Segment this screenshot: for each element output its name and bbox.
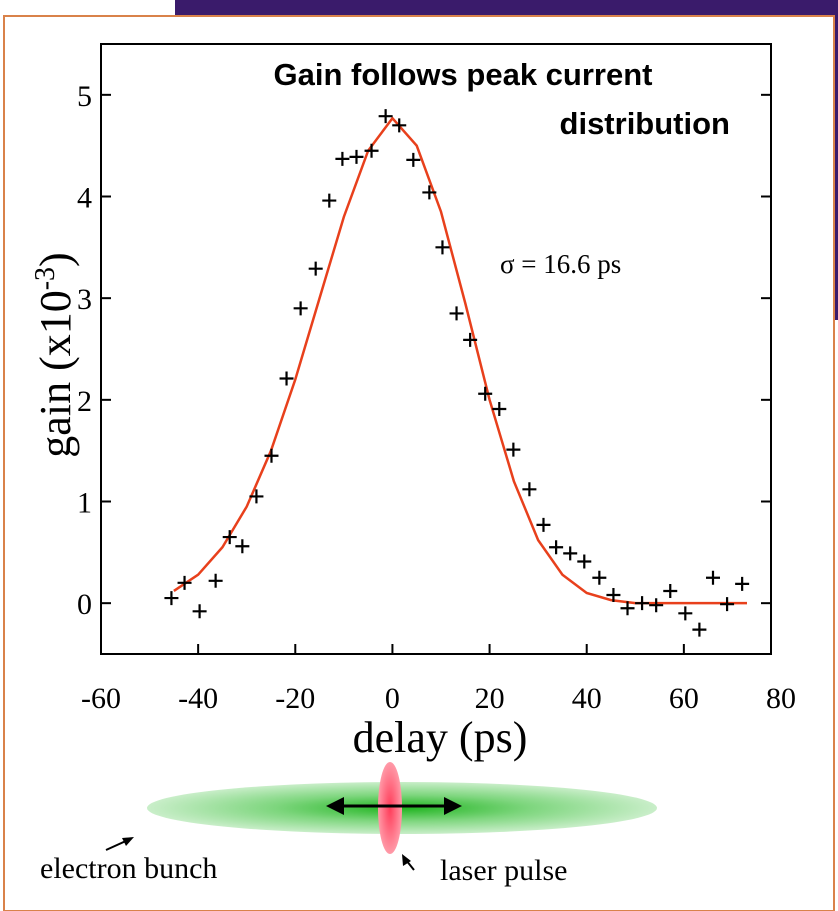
x-tick-label: 60 (669, 682, 699, 715)
x-axis-label: delay (ps) (353, 713, 528, 762)
x-tick-label: 40 (572, 682, 602, 715)
laser-pulse (378, 762, 402, 854)
data-point (208, 573, 223, 588)
delay-arrow (326, 797, 462, 815)
data-point (649, 598, 664, 613)
x-tick-label: 80 (766, 682, 796, 715)
y-label-text: gain (x10 (31, 290, 80, 457)
data-point (164, 591, 179, 606)
y-axis-label: gain (x10-3) (30, 252, 80, 457)
data-point (308, 261, 323, 276)
figure-panel (3, 15, 835, 911)
data-point (506, 442, 521, 457)
y-tick-label: 5 (77, 80, 92, 113)
data-point (692, 622, 707, 637)
data-point (563, 546, 578, 561)
y-label-close: ) (31, 252, 80, 267)
data-point (364, 143, 379, 158)
y-tick-label: 4 (77, 182, 92, 215)
data-point (378, 109, 393, 124)
data-point (522, 482, 537, 497)
data-point (577, 554, 592, 569)
y-label-exponent: -3 (30, 267, 61, 290)
data-point (279, 371, 294, 386)
x-tick-label: 0 (385, 682, 400, 715)
x-tick-label: 20 (475, 682, 505, 715)
plot: -60 -40 -20 0 20 40 60 80 0 1 2 3 4 5 (77, 43, 796, 715)
data-point (706, 570, 720, 585)
data-point (222, 530, 237, 545)
data-point (177, 575, 192, 590)
data-point (192, 604, 207, 619)
data-point (536, 517, 551, 532)
data-point (406, 152, 421, 167)
data-point (635, 596, 650, 611)
data-point (663, 583, 678, 598)
axes-box (100, 43, 772, 655)
data-point (592, 570, 607, 585)
data-point (492, 401, 507, 416)
diagram-label: electron bunch (40, 852, 217, 885)
data-point (335, 151, 350, 166)
x-tick-label: -60 (81, 682, 121, 715)
data-point (463, 332, 478, 347)
data-point (349, 149, 364, 164)
data-point (735, 576, 750, 591)
annotation: σ = 16.6 ps (500, 249, 621, 279)
data-point (249, 489, 264, 504)
data-point (678, 606, 693, 621)
chart-title: Gain follows peak current (274, 57, 653, 92)
data-point (422, 185, 437, 200)
y-tick-label: 1 (77, 487, 92, 520)
x-tick-label: -20 (275, 682, 315, 715)
y-tick-label: 3 (77, 283, 92, 316)
data-point (549, 540, 564, 555)
data-point (435, 240, 450, 255)
diagram-label: laser pulse (440, 854, 567, 887)
data-point (620, 601, 635, 616)
data-point (322, 193, 337, 208)
data-point (449, 306, 464, 321)
y-tick-label: 2 (77, 385, 92, 418)
label-pointers (105, 837, 415, 871)
data-point (720, 597, 735, 612)
data-point (235, 539, 250, 554)
data-point (264, 448, 279, 463)
data-point (293, 301, 308, 316)
data-point (392, 118, 407, 133)
y-tick-label: 0 (77, 588, 92, 621)
chart-title: distribution (560, 106, 730, 141)
data-point (478, 386, 493, 401)
x-tick-label: -40 (178, 682, 218, 715)
data-point (606, 588, 621, 603)
